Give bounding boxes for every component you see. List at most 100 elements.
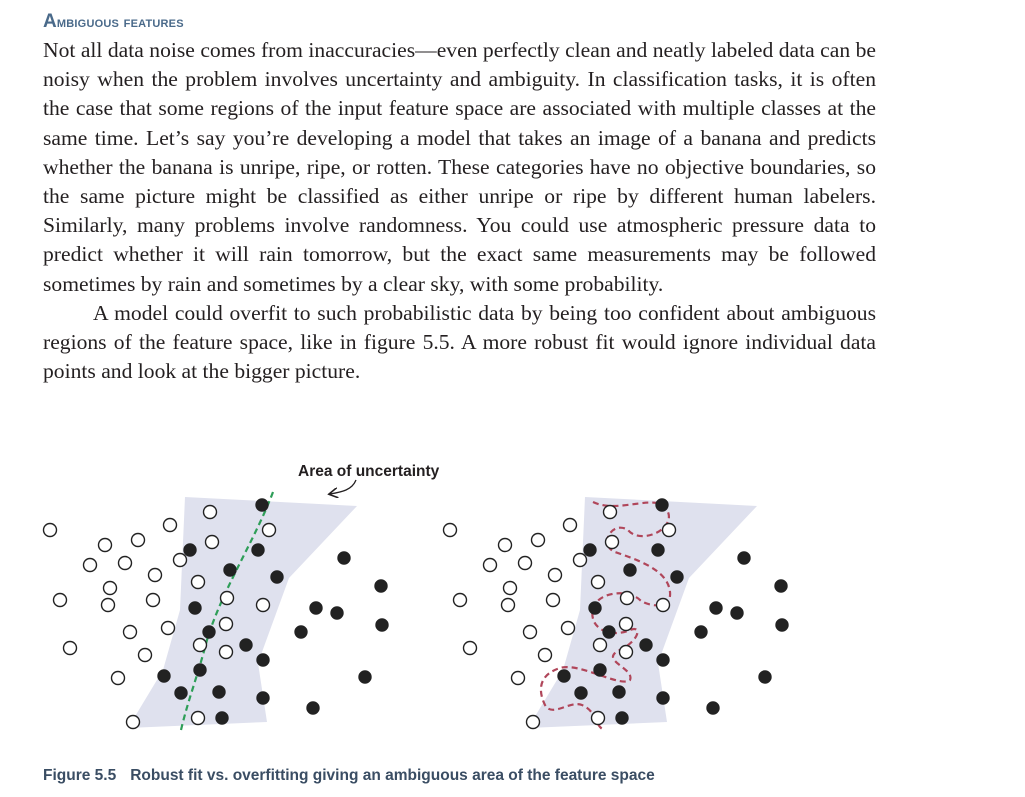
- paragraph-2: A model could overfit to such probabilis…: [43, 300, 876, 384]
- filled-point: [651, 543, 665, 557]
- open-point: [497, 537, 513, 553]
- filled-point: [670, 570, 684, 584]
- open-point: [525, 714, 541, 730]
- filled-point: [593, 663, 607, 677]
- filled-point: [588, 601, 602, 615]
- filled-point: [337, 551, 351, 565]
- filled-point: [255, 498, 269, 512]
- filled-point: [656, 691, 670, 705]
- open-point: [500, 597, 516, 613]
- filled-point: [251, 543, 265, 557]
- open-point: [261, 522, 277, 538]
- filled-point: [656, 653, 670, 667]
- filled-point: [330, 606, 344, 620]
- open-point: [122, 624, 138, 640]
- filled-point: [157, 669, 171, 683]
- filled-point: [223, 563, 237, 577]
- open-point: [190, 574, 206, 590]
- open-point: [219, 590, 235, 606]
- open-point: [661, 522, 677, 538]
- overfit-boundary-line: [539, 500, 672, 732]
- open-point: [442, 522, 458, 538]
- body-text: Not all data noise comes from inaccuraci…: [43, 36, 876, 386]
- filled-point: [375, 618, 389, 632]
- filled-point: [256, 653, 270, 667]
- open-point: [130, 532, 146, 548]
- open-point: [192, 637, 208, 653]
- filled-point: [294, 625, 308, 639]
- overfit-panel: [442, 497, 789, 732]
- uncertainty-area-right: [528, 497, 757, 728]
- filled-point: [574, 686, 588, 700]
- filled-point: [758, 670, 772, 684]
- open-point: [530, 532, 546, 548]
- open-point: [52, 592, 68, 608]
- filled-point: [358, 670, 372, 684]
- open-point: [145, 592, 161, 608]
- open-point: [102, 580, 118, 596]
- filled-point: [694, 625, 708, 639]
- filled-point: [239, 638, 253, 652]
- figure-caption-text: Robust fit vs. overfitting giving an amb…: [130, 767, 655, 784]
- right-points: [442, 498, 789, 730]
- open-point: [517, 555, 533, 571]
- open-point: [202, 504, 218, 520]
- open-point: [204, 534, 220, 550]
- open-point: [562, 517, 578, 533]
- open-point: [619, 590, 635, 606]
- robust-boundary-line: [179, 491, 275, 731]
- filled-point: [256, 691, 270, 705]
- open-point: [97, 537, 113, 553]
- filled-point: [612, 685, 626, 699]
- open-point: [537, 647, 553, 663]
- section-heading: Ambiguous features: [43, 11, 184, 32]
- open-point: [190, 710, 206, 726]
- open-point: [160, 620, 176, 636]
- open-point: [147, 567, 163, 583]
- paragraph-1: Not all data noise comes from inaccuraci…: [43, 38, 876, 296]
- filled-point: [306, 701, 320, 715]
- open-point: [590, 710, 606, 726]
- figure-number: Figure 5.5: [43, 767, 117, 784]
- open-point: [162, 517, 178, 533]
- filled-point: [215, 711, 229, 725]
- filled-point: [737, 551, 751, 565]
- filled-point: [774, 579, 788, 593]
- figure-caption: Figure 5.5 Robust fit vs. overfitting giv…: [43, 767, 655, 785]
- figure-5-5: Area of uncertainty: [42, 463, 789, 732]
- open-point: [125, 714, 141, 730]
- filled-point: [615, 711, 629, 725]
- area-of-uncertainty-label: Area of uncertainty: [298, 463, 440, 480]
- open-point: [172, 552, 188, 568]
- open-point: [117, 555, 133, 571]
- open-point: [137, 647, 153, 663]
- filled-point: [193, 663, 207, 677]
- open-point: [42, 522, 58, 538]
- open-point: [618, 616, 634, 632]
- open-point: [502, 580, 518, 596]
- open-point: [510, 670, 526, 686]
- open-point: [590, 574, 606, 590]
- filled-point: [602, 625, 616, 639]
- open-point: [218, 616, 234, 632]
- filled-point: [202, 625, 216, 639]
- filled-point: [639, 638, 653, 652]
- open-point: [82, 557, 98, 573]
- filled-point: [583, 543, 597, 557]
- open-point: [602, 504, 618, 520]
- filled-point: [557, 669, 571, 683]
- left-points: [42, 498, 389, 730]
- filled-point: [174, 686, 188, 700]
- open-point: [522, 624, 538, 640]
- open-point: [110, 670, 126, 686]
- open-point: [462, 640, 478, 656]
- open-point: [100, 597, 116, 613]
- open-point: [452, 592, 468, 608]
- filled-point: [655, 498, 669, 512]
- filled-point: [709, 601, 723, 615]
- open-point: [604, 534, 620, 550]
- filled-point: [183, 543, 197, 557]
- open-point: [560, 620, 576, 636]
- filled-point: [730, 606, 744, 620]
- open-point: [618, 644, 634, 660]
